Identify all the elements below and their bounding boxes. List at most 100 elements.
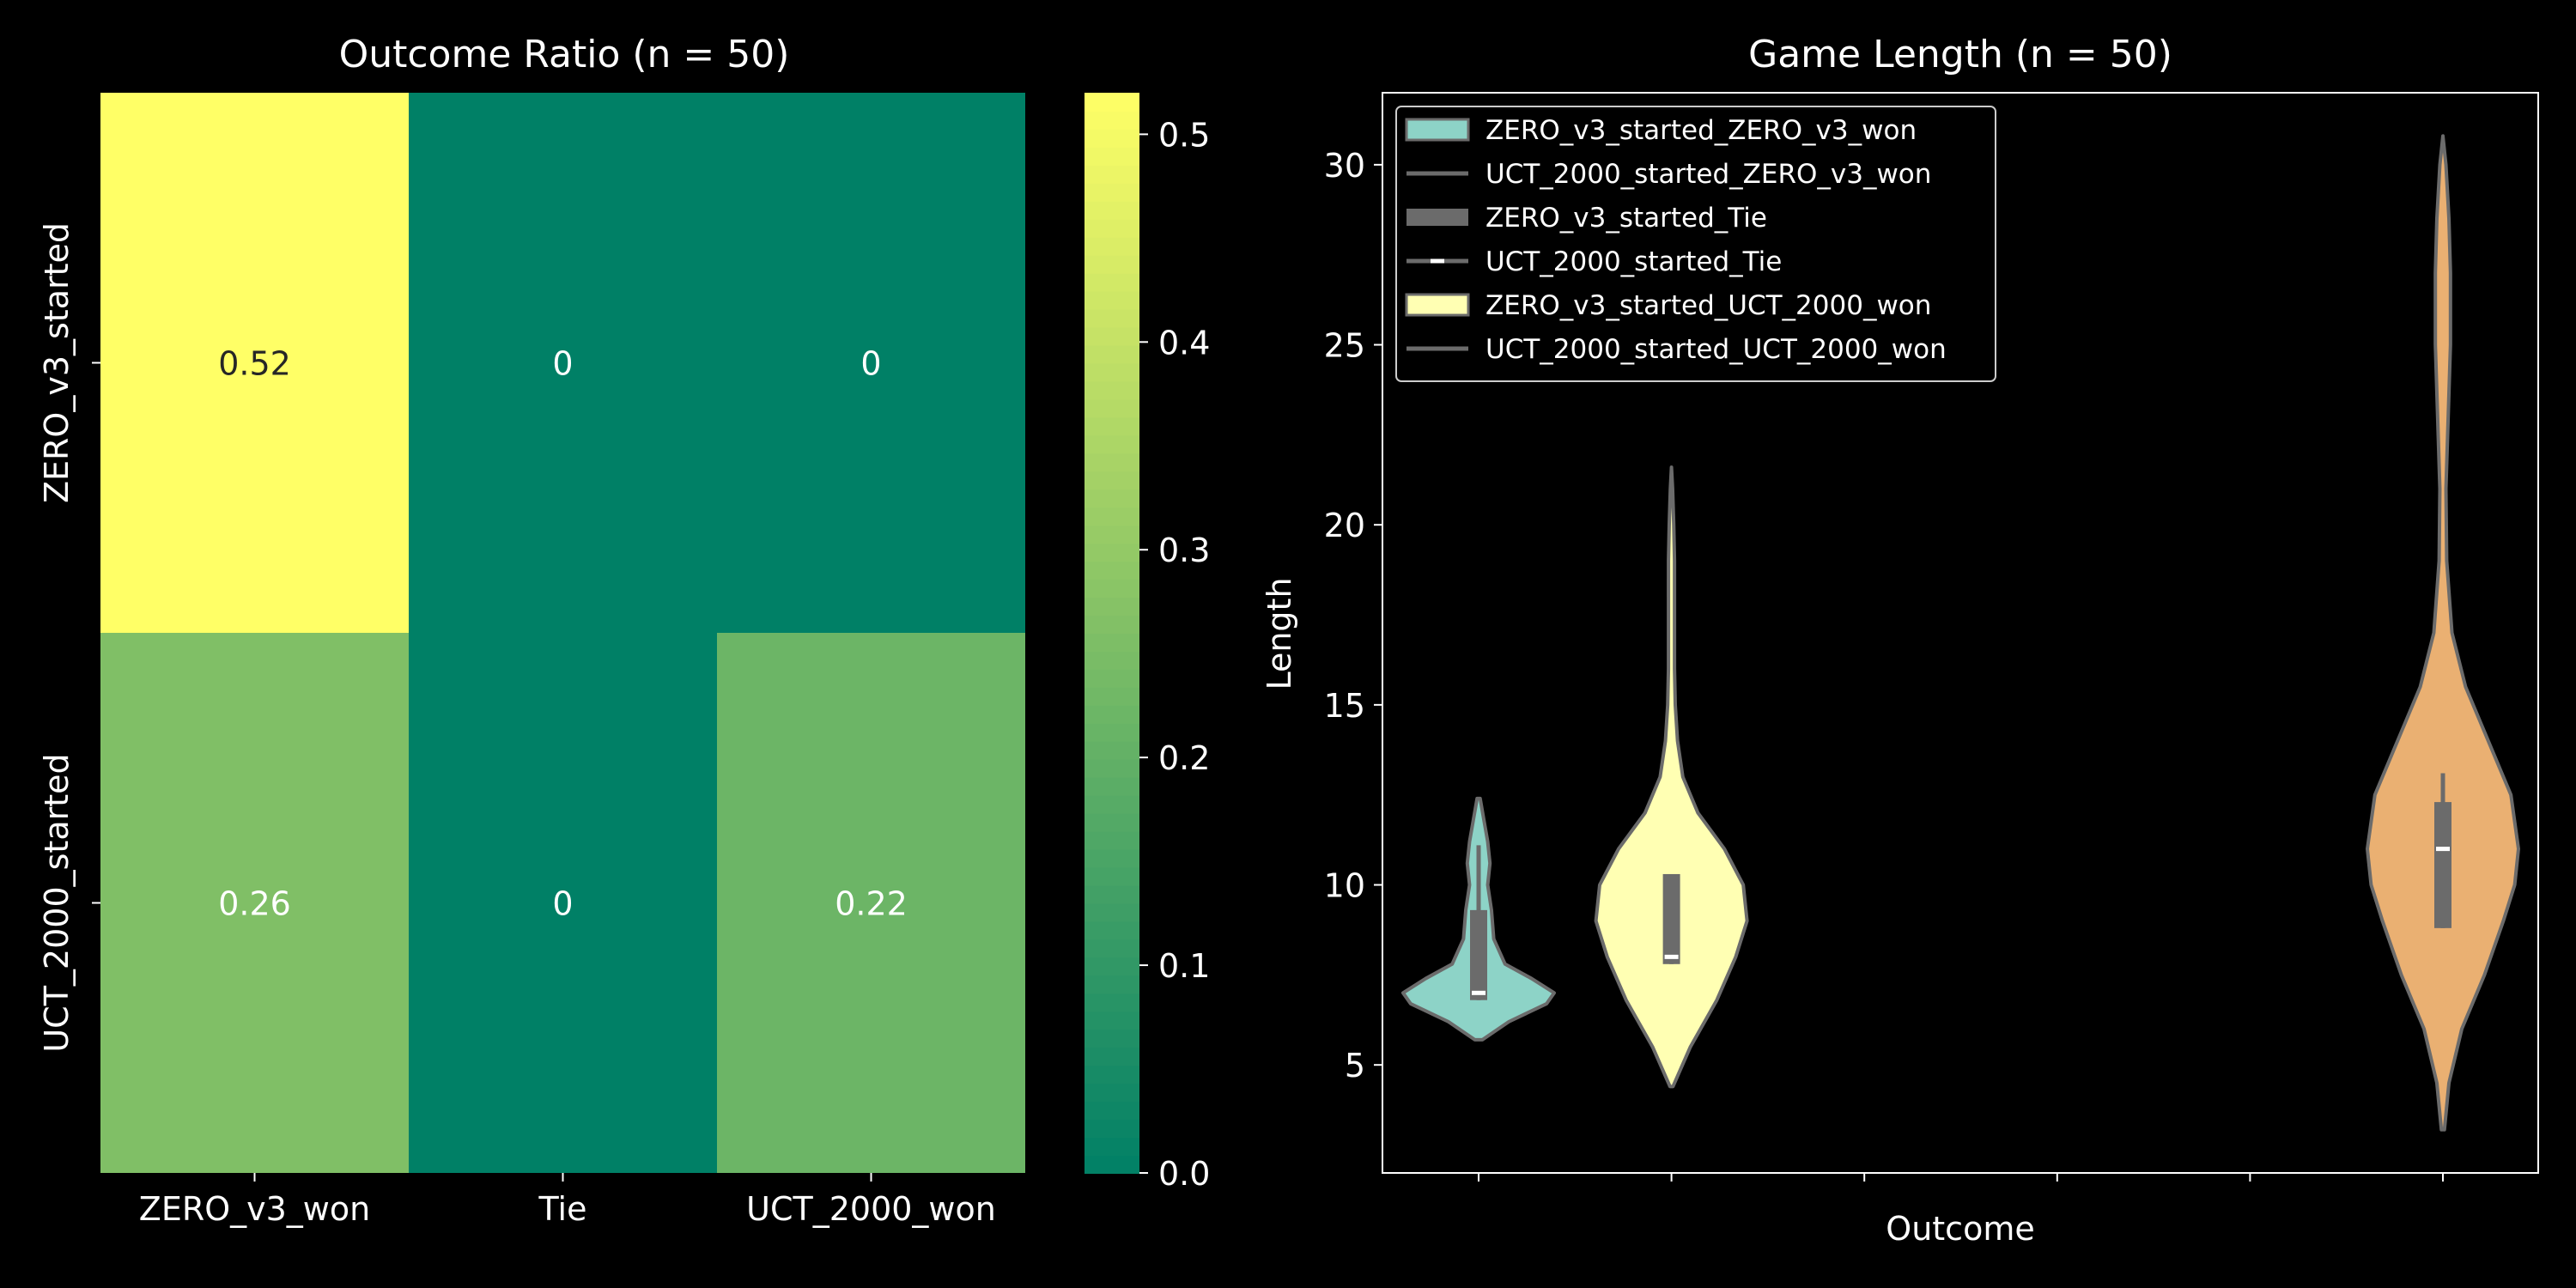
colorbar-segment — [1084, 1083, 1139, 1103]
heatmap-cells: 0.52 0 0 0.26 0 0.22 — [100, 93, 1025, 1173]
colorbar: 0.0 0.1 0.2 0.3 0.4 0.5 — [1084, 93, 1210, 1193]
colorbar-segment — [1084, 146, 1139, 166]
legend-label: ZERO_v3_started_ZERO_v3_won — [1485, 115, 1917, 146]
heatmap-col-label: ZERO_v3_won — [139, 1190, 370, 1228]
heatmap-value-label: 0 — [552, 885, 573, 923]
colorbar-segment — [1084, 326, 1139, 346]
violin-x-axis-label: Outcome — [1886, 1210, 2034, 1248]
legend-swatch — [1405, 118, 1470, 142]
heatmap-col-labels: ZERO_v3_won Tie UCT_2000_won — [139, 1173, 996, 1228]
y-tick-label: 25 — [1324, 327, 1365, 365]
colorbar-tick-label: 0.3 — [1158, 532, 1210, 569]
violin-body — [1594, 465, 1749, 1089]
colorbar-segment — [1084, 1119, 1139, 1139]
legend-label: UCT_2000_started_Tie — [1485, 246, 1782, 277]
violin-y-axis-label: Length — [1261, 577, 1298, 690]
legend-label: ZERO_v3_started_Tie — [1485, 203, 1767, 234]
y-tick-label: 20 — [1324, 507, 1365, 544]
colorbar-segment — [1084, 939, 1139, 958]
heatmap-cell — [409, 93, 717, 633]
heatmap-value-label: 0 — [860, 345, 881, 383]
colorbar-segment — [1084, 434, 1139, 454]
colorbar-segment — [1084, 615, 1139, 634]
colorbar-segment — [1084, 200, 1139, 220]
colorbar-segment — [1084, 920, 1139, 940]
colorbar-segment — [1084, 561, 1139, 580]
colorbar-segment — [1084, 597, 1139, 617]
legend-label: ZERO_v3_started_UCT_2000_won — [1485, 290, 1931, 321]
legend-swatch — [1405, 293, 1470, 317]
colorbar-segment — [1084, 866, 1139, 886]
colorbar-segment — [1084, 525, 1139, 544]
colorbar-segment — [1084, 362, 1139, 382]
colorbar-segment — [1084, 957, 1139, 976]
colorbar-segment — [1084, 218, 1139, 238]
violin-iqr-box — [1662, 873, 1680, 964]
colorbar-segment — [1084, 812, 1139, 832]
colorbar-segment — [1084, 1101, 1139, 1121]
heatmap-col-label: UCT_2000_won — [746, 1190, 996, 1228]
violin-y-axis: 5 10 15 20 25 30 — [1324, 147, 1382, 1084]
colorbar-tick-label: 0.0 — [1158, 1155, 1210, 1193]
violin-title: Game Length (n = 50) — [1748, 33, 2172, 76]
violin-iqr-box — [2434, 802, 2451, 928]
heatmap-value-label: 0.52 — [218, 345, 291, 383]
violin-legend: ZERO_v3_started_ZERO_v3_won UCT_2000_star… — [1395, 106, 1996, 382]
colorbar-segment — [1084, 1065, 1139, 1084]
colorbar-segment — [1084, 290, 1139, 310]
violin-body — [2366, 134, 2520, 1132]
y-tick-label: 10 — [1324, 867, 1365, 905]
colorbar-segment — [1084, 740, 1139, 760]
heatmap-panel: Outcome Ratio (n = 50) 0.52 0 0 0.26 0 0.22 Z… — [38, 33, 1210, 1228]
colorbar-segment — [1084, 471, 1139, 490]
colorbar-segment — [1084, 650, 1139, 670]
colorbar-segment — [1084, 254, 1139, 274]
colorbar-segment — [1084, 848, 1139, 868]
colorbar-tick-label: 0.1 — [1158, 947, 1210, 985]
colorbar-segment — [1084, 416, 1139, 436]
colorbar-segment — [1084, 794, 1139, 814]
heatmap-row-label: UCT_2000_started — [38, 753, 76, 1052]
colorbar-segment — [1084, 93, 1139, 112]
heatmap-col-label: Tie — [538, 1190, 587, 1228]
legend-label: UCT_2000_started_UCT_2000_won — [1485, 334, 1947, 365]
heatmap-value-label: 0.22 — [835, 885, 908, 923]
colorbar-segment — [1084, 1011, 1139, 1030]
violin-x-axis — [1478, 1173, 2444, 1182]
legend-box — [1395, 106, 1996, 382]
y-tick-label: 30 — [1324, 147, 1365, 185]
colorbar-segment — [1084, 686, 1139, 706]
y-tick-label: 15 — [1324, 687, 1365, 725]
colorbar-segment — [1084, 182, 1139, 202]
heatmap-row-labels: ZERO_v3_started UCT_2000_started — [38, 222, 100, 1053]
colorbar-segment — [1084, 884, 1139, 904]
colorbar-segment — [1084, 993, 1139, 1012]
colorbar-segment — [1084, 975, 1139, 994]
colorbar-segment — [1084, 128, 1139, 148]
colorbar-segment — [1084, 507, 1139, 526]
colorbar-segment — [1084, 758, 1139, 778]
colorbar-tick-label: 0.2 — [1158, 739, 1210, 777]
colorbar-segment — [1084, 272, 1139, 292]
violins — [1401, 134, 2520, 1132]
legend-swatch — [1406, 209, 1468, 226]
heatmap-value-label: 0.26 — [218, 885, 291, 923]
colorbar-segment — [1084, 722, 1139, 742]
colorbar-segment — [1084, 398, 1139, 418]
colorbar-segment — [1084, 633, 1139, 652]
colorbar-segment — [1084, 668, 1139, 688]
colorbar-segment — [1084, 236, 1139, 256]
colorbar-segment — [1084, 344, 1139, 364]
heatmap-title: Outcome Ratio (n = 50) — [339, 33, 790, 76]
colorbar-segment — [1084, 380, 1139, 400]
heatmap-cell — [717, 633, 1025, 1173]
heatmap-cell — [100, 93, 409, 633]
colorbar-segment — [1084, 543, 1139, 562]
colorbar-segment — [1084, 902, 1139, 922]
colorbar-segment — [1084, 164, 1139, 184]
colorbar-segment — [1084, 830, 1139, 850]
colorbar-segment — [1084, 1137, 1139, 1157]
colorbar-segment — [1084, 489, 1139, 508]
colorbar-segment — [1084, 110, 1139, 130]
